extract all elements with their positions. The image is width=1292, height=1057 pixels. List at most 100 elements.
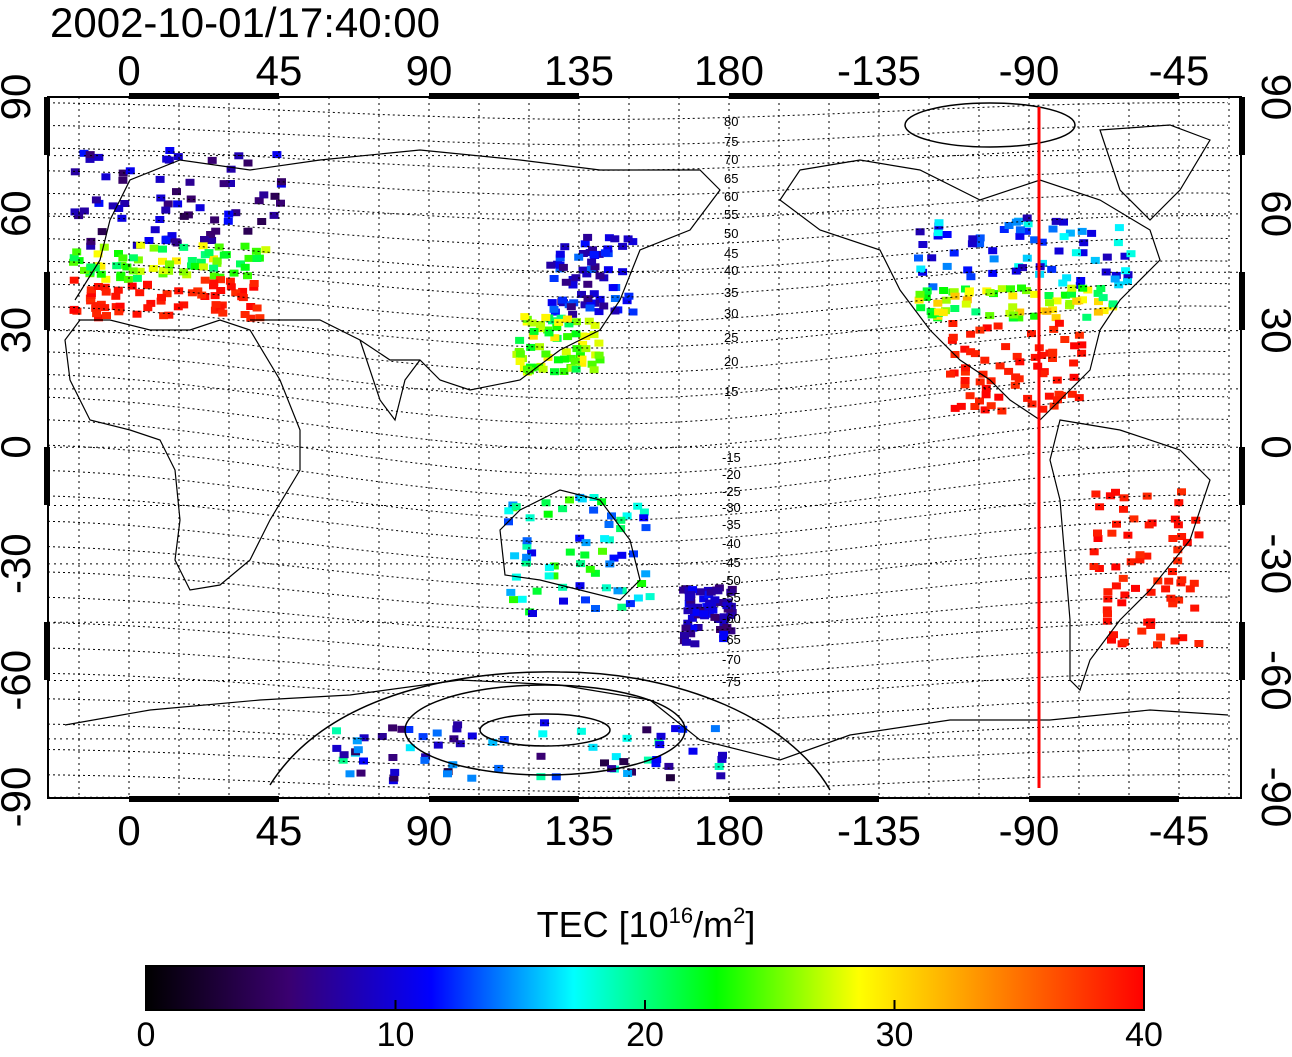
tec-cell bbox=[561, 348, 571, 356]
tec-cell bbox=[420, 756, 430, 764]
tec-cell bbox=[938, 309, 948, 317]
tec-cell bbox=[914, 296, 924, 304]
tec-cell bbox=[956, 402, 966, 410]
tec-cell bbox=[981, 391, 991, 399]
tec-cell bbox=[681, 624, 691, 632]
tec-cell bbox=[506, 588, 516, 596]
tec-cell bbox=[964, 287, 974, 295]
tec-cell bbox=[549, 572, 559, 580]
tec-cell bbox=[1111, 582, 1121, 590]
tec-cell bbox=[167, 232, 177, 240]
tec-cell bbox=[591, 605, 600, 612]
tec-cell bbox=[585, 304, 595, 312]
tec-cell bbox=[156, 297, 166, 305]
tec-cell bbox=[162, 290, 172, 298]
tec-cell bbox=[704, 603, 714, 611]
x-tick-top: -90 bbox=[999, 47, 1060, 94]
tec-cell bbox=[1170, 515, 1180, 523]
tec-cell bbox=[681, 638, 691, 646]
tec-cell bbox=[158, 245, 167, 253]
tec-cell bbox=[556, 314, 566, 322]
tec-cell bbox=[949, 249, 959, 257]
tec-cell bbox=[594, 339, 604, 347]
tec-cell bbox=[1078, 296, 1087, 304]
tec-cell bbox=[529, 327, 539, 335]
tec-cell bbox=[1008, 303, 1018, 311]
colorbar-tick-label: 30 bbox=[875, 1016, 914, 1054]
tec-cell bbox=[1044, 392, 1054, 400]
tec-cell bbox=[509, 596, 518, 604]
tec-cell bbox=[981, 384, 991, 392]
tec-cell bbox=[532, 587, 542, 595]
tec-cell bbox=[418, 733, 428, 741]
contour-line bbox=[47, 192, 1229, 222]
tec-cell bbox=[578, 266, 588, 274]
tec-cell bbox=[656, 732, 666, 740]
tec-cell bbox=[683, 607, 693, 615]
tec-cell bbox=[915, 228, 925, 236]
tec-cell bbox=[948, 320, 958, 327]
tec-cell bbox=[1049, 325, 1059, 333]
tec-cell bbox=[70, 168, 80, 176]
tec-cell bbox=[971, 308, 981, 316]
tec-cell bbox=[520, 313, 530, 321]
frame-bar-right bbox=[1239, 622, 1245, 680]
tec-cell bbox=[1022, 214, 1032, 222]
contour-label: 30 bbox=[724, 306, 738, 321]
tec-cell bbox=[257, 218, 267, 225]
contour-label: -20 bbox=[722, 467, 741, 482]
tec-cell bbox=[243, 272, 252, 280]
tec-cell bbox=[934, 308, 944, 316]
tec-cell bbox=[1173, 557, 1183, 565]
contour-label: -15 bbox=[722, 450, 741, 465]
tec-cell bbox=[1059, 218, 1068, 226]
tec-cell bbox=[1065, 229, 1075, 237]
tec-cell bbox=[933, 299, 943, 307]
tec-cell bbox=[704, 610, 714, 618]
tec-cell bbox=[1094, 298, 1103, 306]
tec-cell bbox=[1107, 529, 1117, 537]
tec-cell bbox=[693, 624, 703, 631]
tec-cell bbox=[251, 247, 261, 255]
tec-cell bbox=[1109, 631, 1118, 639]
tec-cell bbox=[970, 350, 980, 358]
tec-cell bbox=[726, 588, 736, 596]
tec-cell bbox=[94, 153, 104, 161]
tec-cell bbox=[613, 587, 623, 595]
contour-line bbox=[47, 443, 1229, 499]
tec-cell bbox=[1072, 297, 1082, 305]
frame-bar-top bbox=[1029, 93, 1179, 99]
tec-cell bbox=[988, 247, 998, 255]
tec-cell bbox=[1103, 588, 1113, 596]
tec-cell bbox=[1048, 306, 1058, 314]
tec-cell bbox=[1117, 599, 1127, 607]
tec-cell bbox=[1194, 640, 1204, 647]
tec-cell bbox=[96, 270, 106, 278]
contour-label: 55 bbox=[724, 207, 738, 222]
tec-cell bbox=[80, 266, 89, 274]
tec-cell bbox=[353, 746, 363, 754]
tec-cell bbox=[1060, 336, 1070, 343]
tec-cell bbox=[607, 765, 617, 773]
contour-label: 50 bbox=[724, 226, 738, 241]
tec-cell bbox=[541, 350, 551, 358]
tec-cell bbox=[1142, 552, 1152, 560]
tec-cell bbox=[558, 263, 568, 271]
tec-cell bbox=[664, 762, 674, 770]
tec-cell bbox=[135, 267, 145, 275]
tec-cell bbox=[645, 593, 655, 601]
x-tick-bottom: 135 bbox=[544, 807, 614, 854]
contour-line bbox=[47, 697, 1229, 725]
tec-cell bbox=[448, 761, 458, 769]
tec-cell bbox=[946, 370, 955, 378]
tec-cell bbox=[1015, 358, 1025, 366]
tec-cell bbox=[120, 200, 130, 207]
tec-cell bbox=[1027, 400, 1037, 408]
tec-cell bbox=[1194, 531, 1204, 539]
tec-cell bbox=[1082, 313, 1092, 321]
tec-cell bbox=[122, 263, 132, 271]
tec-cell bbox=[132, 274, 142, 282]
tec-cell bbox=[933, 229, 943, 237]
tec-cell bbox=[1008, 292, 1018, 300]
tec-cell bbox=[719, 635, 729, 643]
